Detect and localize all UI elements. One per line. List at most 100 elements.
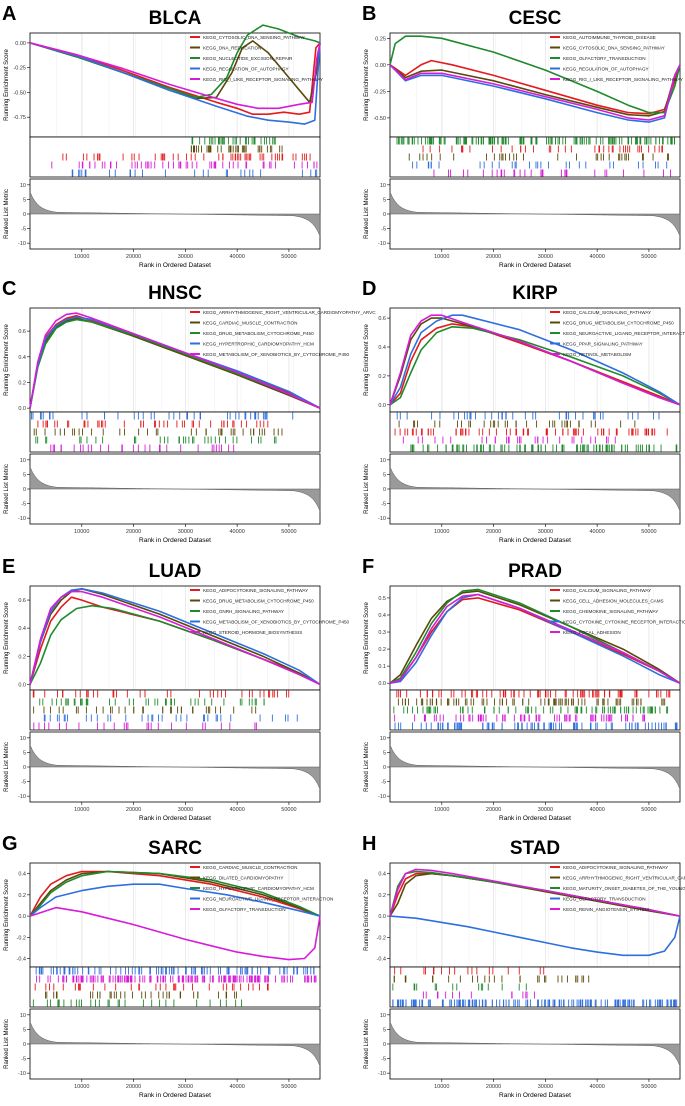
series-line-4 (29, 587, 321, 686)
legend-entry: KEGG_RIG_I_LIKE_RECEPTOR_SIGNALING_PATHW… (203, 77, 323, 82)
legend-entry: KEGG_ARRHYTHMOGENIC_RIGHT_VENTRICULAR_CA… (563, 876, 685, 881)
legend-entry: KEGG_ARRHYTHMOGENIC_RIGHT_VENTRICULAR_CA… (203, 310, 376, 315)
series-line-3 (29, 870, 321, 917)
x-tick-label: 30000 (538, 254, 553, 260)
legend-entry: KEGG_ADIPOCYTOKINE_SIGNALING_PATHWAY (563, 865, 668, 870)
panel-letter: C (2, 278, 16, 300)
panel-kirp: D KIRP 0.6 0.4 0.2 0.0 Running Enrichment Scor… (362, 278, 685, 544)
metric-tick-label: 5 (383, 750, 386, 756)
y-tick-label: 0.25 (375, 36, 386, 42)
legend-entry: KEGG_REGULATION_OF_AUTOPHAGY (563, 67, 649, 72)
hit-strip-frame (29, 689, 321, 731)
legend-entry: KEGG_RENIN_ANGIOTENSIN_SYSTEM (563, 907, 649, 912)
metric-tick-label: -5 (381, 1057, 386, 1063)
y-tick-label: 0.6 (378, 316, 386, 322)
legend-entry: KEGG_CALCIUM_SIGNALING_PATHWAY (563, 310, 651, 315)
x-tick-label: 50000 (281, 254, 296, 260)
y-tick-label: 0.2 (18, 380, 26, 386)
x-axis-label: Rank in Ordered Dataset (499, 537, 571, 544)
ranked-metric-area (389, 1021, 681, 1067)
metric-tick-label: 5 (23, 472, 26, 478)
x-tick-label: 20000 (126, 807, 141, 813)
metric-tick-label: 0 (23, 1042, 26, 1048)
x-axis-label: Rank in Ordered Dataset (499, 1092, 571, 1099)
ranked-metric-area (389, 466, 681, 512)
metric-tick-label: 0 (23, 487, 26, 493)
metric-tick-label: -10 (18, 241, 26, 247)
x-tick-label: 40000 (229, 254, 244, 260)
series-line-5 (389, 868, 681, 917)
x-tick-label: 30000 (178, 529, 193, 535)
metric-axis-label: Ranked List Metric (4, 464, 10, 514)
x-tick-label: 30000 (178, 807, 193, 813)
x-tick-label: 40000 (229, 529, 244, 535)
series-line-3 (389, 325, 681, 406)
x-tick-label: 40000 (589, 807, 604, 813)
x-tick-label: 50000 (281, 1084, 296, 1090)
metric-tick-label: -5 (21, 780, 26, 786)
legend-entry: KEGG_REGULATION_OF_AUTOPHAGY (203, 67, 289, 72)
x-tick-label: 20000 (486, 1084, 501, 1090)
x-tick-label: 10000 (74, 1084, 89, 1090)
x-tick-label: 40000 (589, 1084, 604, 1090)
legend-entry: KEGG_GNRH_SIGNALING_PATHWAY (203, 609, 284, 614)
metric-tick-label: 5 (23, 750, 26, 756)
x-tick-label: 40000 (589, 254, 604, 260)
metric-tick-label: 10 (380, 183, 386, 189)
legend-entry: KEGG_RIG_I_LIKE_RECEPTOR_SIGNALING_PATHW… (563, 77, 683, 82)
chart-title: CESC (509, 8, 562, 29)
ranked-metric-area (389, 191, 681, 237)
series-line-1 (389, 323, 681, 406)
legend-entry: KEGG_HYPERTROPHIC_CARDIOMYOPATHY_HCM (203, 342, 314, 347)
chart-title: PRAD (508, 561, 562, 582)
panel-sarc: G SARC 0.4 0.2 0.0 -0.2 -0.4 Running Enrichment… (2, 833, 333, 1099)
y-tick-label: 0.2 (378, 893, 386, 899)
legend-entry: KEGG_NUCLEOTIDE_EXCISION_REPAIR (203, 56, 293, 61)
y-tick-label: 0.0 (378, 914, 386, 920)
y-tick-label: 0.2 (18, 654, 26, 660)
x-tick-label: 50000 (281, 807, 296, 813)
y-tick-label: 0.0 (378, 403, 386, 409)
hit-strip-frame (29, 136, 321, 178)
ranked-metric-area (29, 191, 321, 237)
y-tick-label: 0.2 (18, 893, 26, 899)
legend-entry: KEGG_MATURITY_ONSET_DIABETES_OF_THE_YOUN… (563, 886, 685, 891)
legend-entry: KEGG_OLFACTORY_TRANSDUCTION (563, 897, 646, 902)
metric-axis-label: Ranked List Metric (4, 189, 10, 239)
metric-tick-label: -10 (378, 241, 386, 247)
metric-tick-label: -10 (378, 516, 386, 522)
y-axis-label: Running Enrichment Score (4, 878, 10, 950)
y-tick-label: 0.0 (18, 682, 26, 688)
x-tick-label: 20000 (486, 529, 501, 535)
y-tick-label: -0.25 (373, 89, 386, 95)
metric-tick-label: 0 (23, 765, 26, 771)
y-tick-label: 0.2 (378, 374, 386, 380)
x-tick-label: 50000 (641, 1084, 656, 1090)
legend-entry: KEGG_OLFACTORY_TRANSDUCTION (203, 907, 286, 912)
metric-tick-label: 0 (383, 1042, 386, 1048)
y-tick-label: -0.25 (13, 66, 26, 72)
metric-tick-label: 10 (380, 736, 386, 742)
y-tick-label: 0.5 (378, 596, 386, 602)
y-tick-label: 0.0 (18, 914, 26, 920)
series-line-5 (29, 590, 321, 686)
y-tick-label: 0.1 (378, 664, 386, 670)
x-tick-label: 20000 (486, 254, 501, 260)
legend-entry: KEGG_OLFACTORY_TRANSDUCTION (563, 56, 646, 61)
y-tick-label: 0.4 (18, 626, 26, 632)
x-tick-label: 30000 (178, 1084, 193, 1090)
metric-tick-label: 10 (20, 183, 26, 189)
series-line-5 (29, 906, 321, 961)
series-line-5 (29, 312, 321, 409)
legend-entry: KEGG_HYPERTROPHIC_CARDIOMYOPATHY_HCM (203, 886, 314, 891)
y-tick-label: 0.4 (18, 872, 26, 878)
metric-tick-label: 5 (23, 1027, 26, 1033)
chart-title: KIRP (512, 283, 558, 304)
ranked-metric-area (29, 466, 321, 512)
chart-title: LUAD (149, 561, 202, 582)
x-axis-label: Rank in Ordered Dataset (139, 537, 211, 544)
x-axis-label: Rank in Ordered Dataset (139, 1092, 211, 1099)
x-tick-label: 50000 (641, 807, 656, 813)
